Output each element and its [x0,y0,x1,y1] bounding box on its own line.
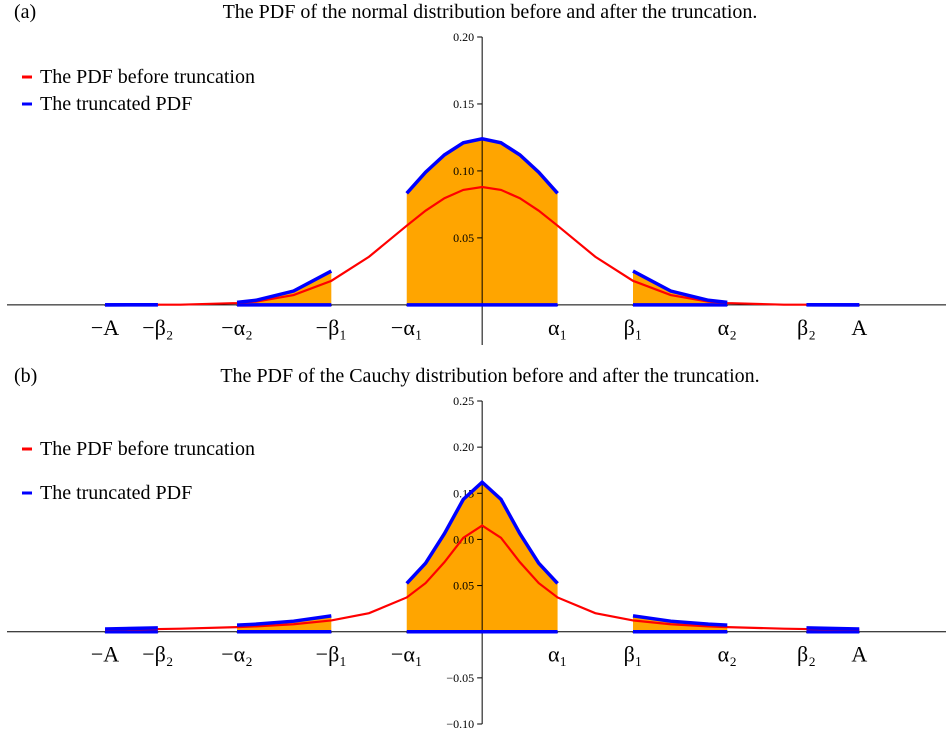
panel-label: (b) [14,365,37,387]
x-tick-label: α₁ [548,642,567,667]
legend-label: The PDF before truncation [40,438,255,460]
y-tick-label: −0.05 [446,671,474,685]
x-tick-label: β₁ [624,642,643,667]
x-tick-label: A [851,315,867,340]
legend-label: The truncated PDF [40,482,192,504]
x-tick-label: α₂ [718,642,737,667]
x-tick-label: −A [91,315,119,340]
x-tick-label: −α₁ [391,642,423,667]
series-line [105,479,860,631]
chart-title: The PDF of the Cauchy distribution befor… [220,365,759,387]
y-tick-label: 0.25 [453,394,474,408]
y-tick-label: 0.20 [453,30,474,44]
y-tick-label: 0.05 [453,231,474,245]
x-tick-label: β₂ [797,315,816,340]
series-line [105,136,860,307]
panel-label: (a) [14,1,36,23]
y-tick-label: 0.20 [453,440,474,454]
x-tick-label: −β₂ [142,315,173,340]
chart-title: The PDF of the normal distribution befor… [223,1,758,23]
y-tick-label: −0.10 [446,717,474,731]
x-tick-label: A [851,642,867,667]
series-line [105,524,860,631]
x-tick-label: −α₁ [391,315,423,340]
y-tick-label: 0.05 [453,579,474,593]
x-tick-label: β₂ [797,642,816,667]
truncated-area [237,271,332,305]
y-tick-label: 0.10 [453,164,474,178]
y-tick-label: 0.10 [453,532,474,546]
legend-label: The PDF before truncation [40,66,255,88]
x-tick-label: −A [91,642,119,667]
y-tick-label: 0.15 [453,97,474,111]
legend-label: The truncated PDF [40,93,192,115]
x-tick-label: α₁ [548,315,567,340]
y-tick-label: 0.15 [453,486,474,500]
x-tick-label: α₂ [718,315,737,340]
truncated-area [633,271,728,305]
x-tick-label: −β₁ [316,642,347,667]
x-tick-label: −β₂ [142,642,173,667]
x-tick-label: −β₁ [316,315,347,340]
x-tick-label: β₁ [624,315,643,340]
x-tick-label: −α₂ [221,642,253,667]
x-tick-label: −α₂ [221,315,253,340]
